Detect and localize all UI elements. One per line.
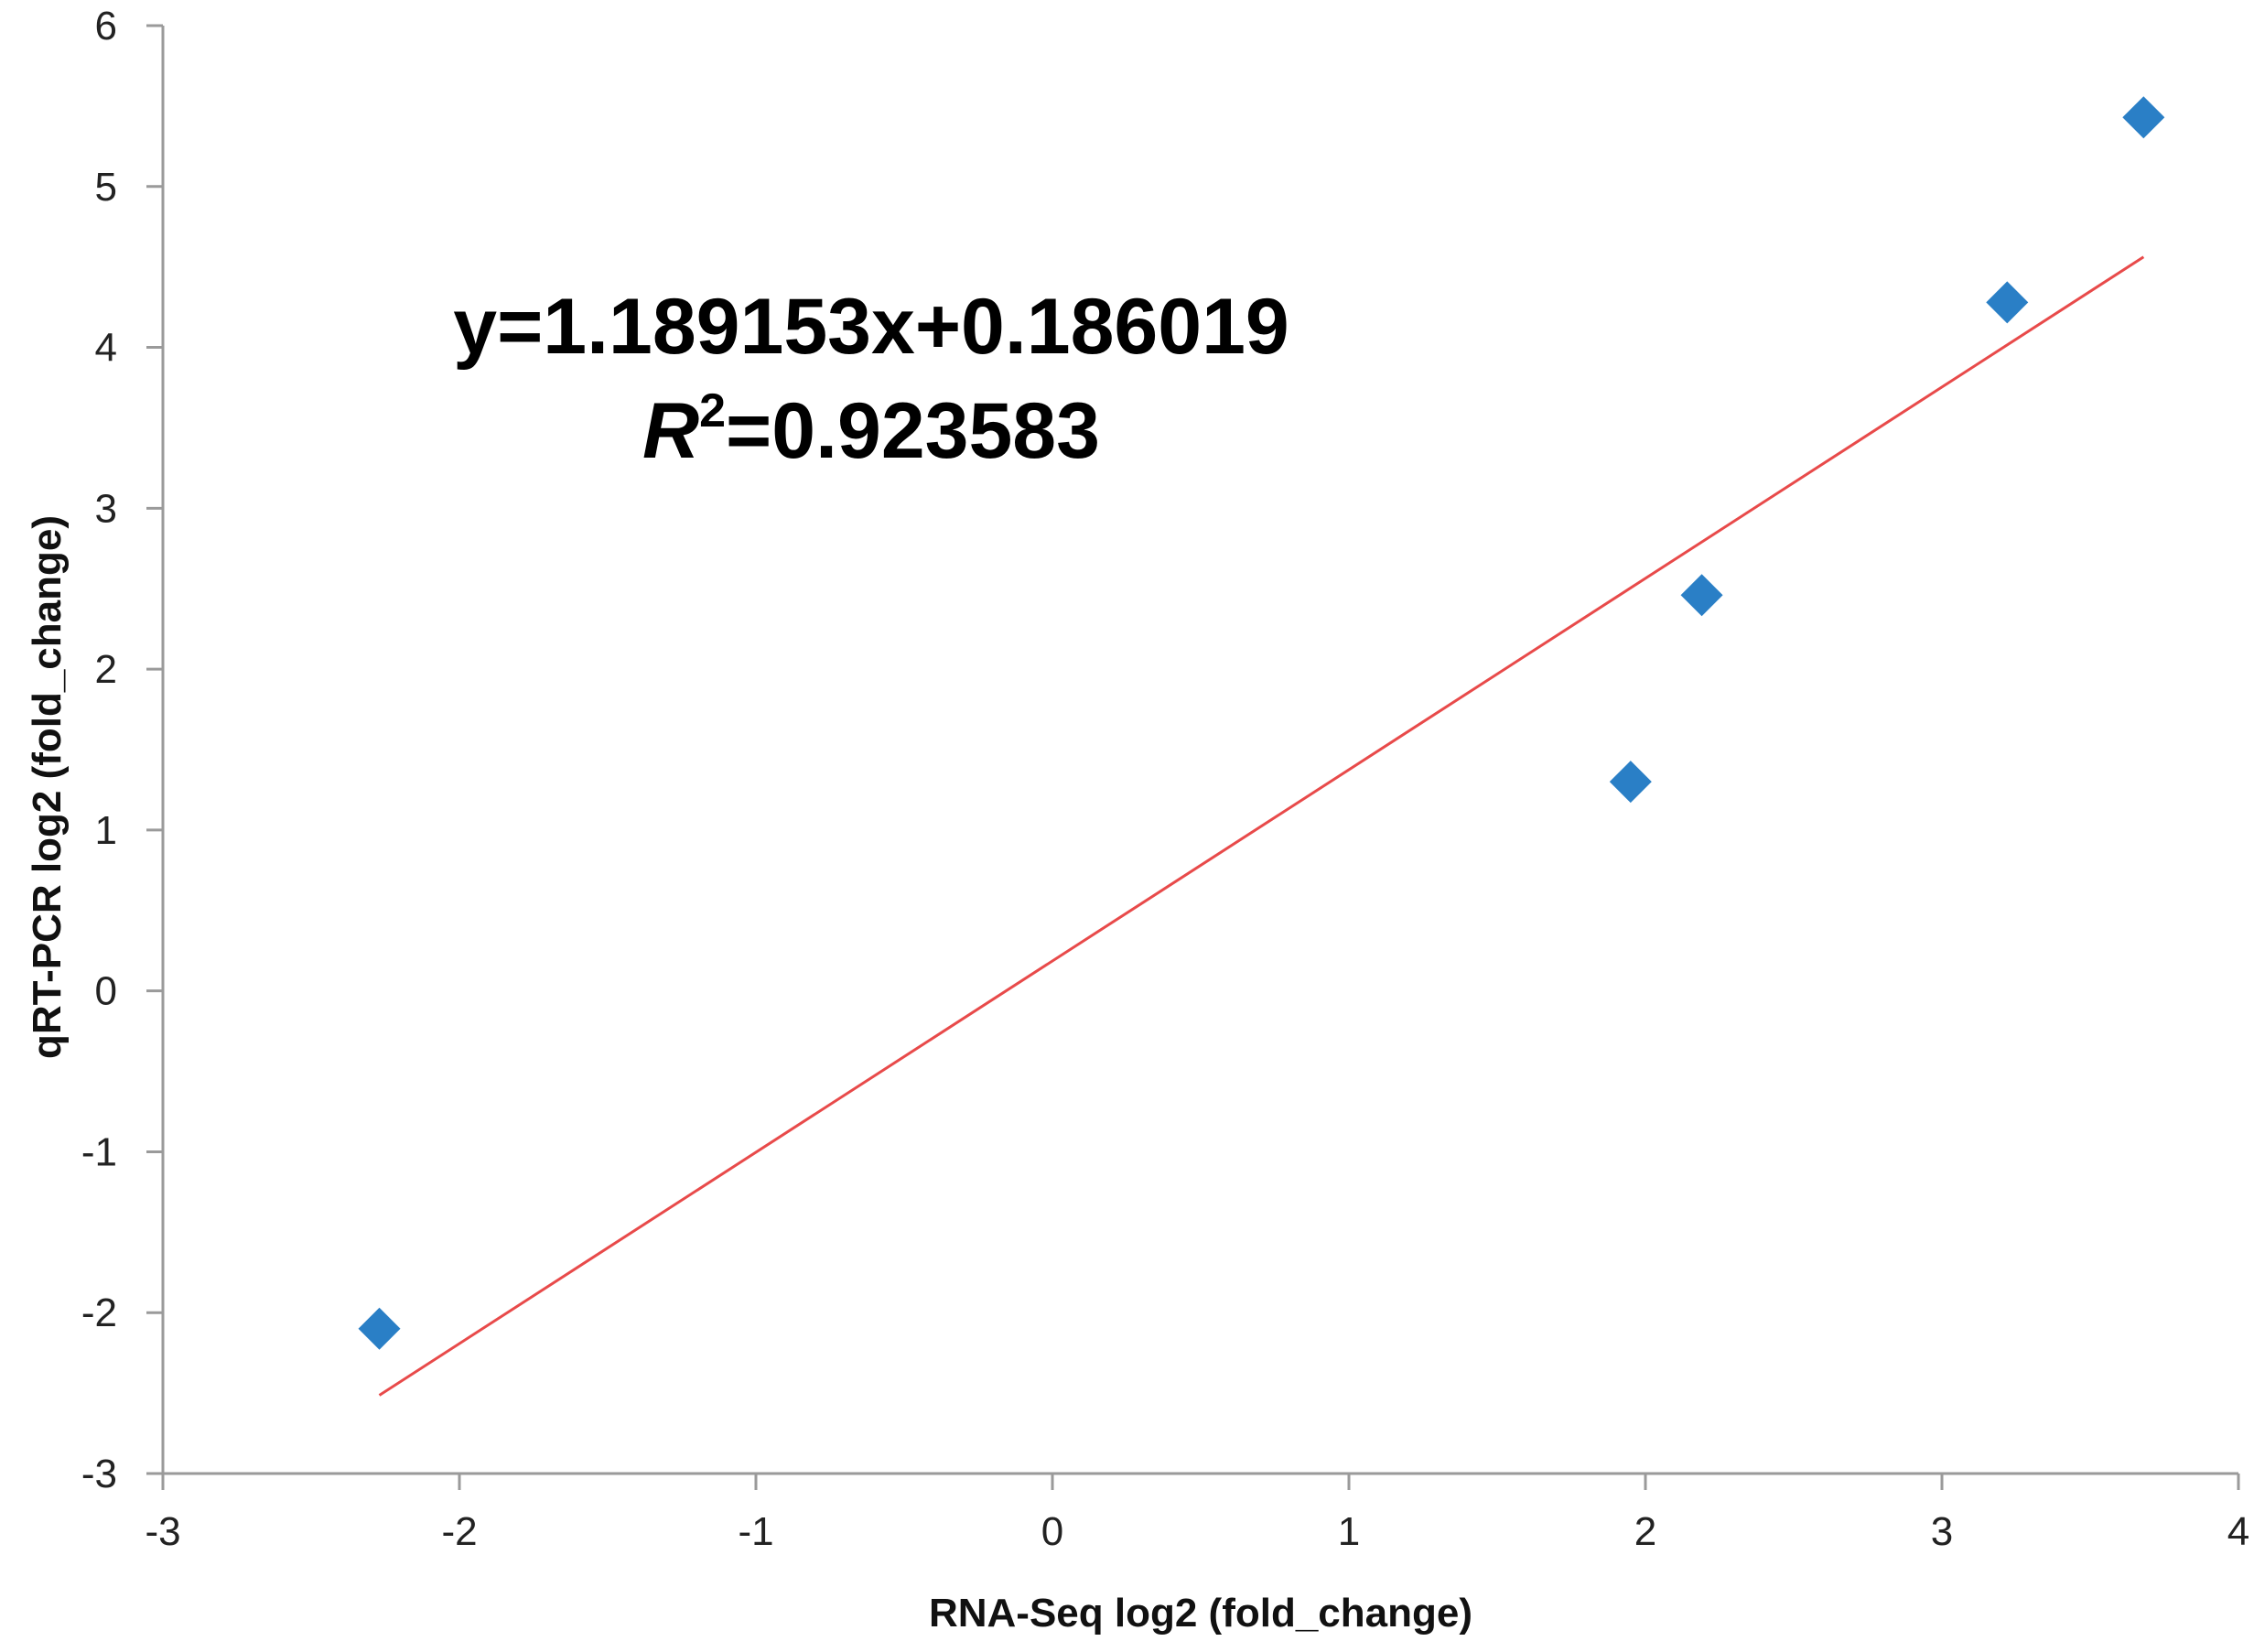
x-tick-label: -3 (145, 1509, 180, 1554)
data-point-diamond (2122, 96, 2165, 139)
data-point-diamond (1680, 574, 1723, 617)
data-point-diamond (1609, 761, 1652, 804)
y-tick-label: -3 (81, 1452, 117, 1496)
y-tick-label: 4 (95, 326, 117, 371)
x-axis-title: RNA-Seq log2 (fold_change) (929, 1591, 1472, 1636)
y-tick-label: 5 (95, 165, 117, 210)
x-tick-label: 0 (1041, 1509, 1063, 1554)
trendline-layer (378, 255, 2145, 1397)
data-points (358, 96, 2165, 1350)
y-tick-label: 1 (95, 808, 117, 853)
y-tick-label: -1 (81, 1129, 117, 1174)
r-squared-annotation: R2=0.923583 (642, 384, 1100, 475)
regression-equation: y=1.189153x+0.186019 (453, 283, 1289, 371)
r-squared-exponent: 2 (699, 384, 726, 437)
trendline (378, 255, 2145, 1397)
x-tick-label: -2 (441, 1509, 477, 1554)
r-squared-symbol: R (642, 387, 699, 475)
y-tick-label: 6 (95, 4, 117, 49)
r-squared-value: =0.923583 (726, 387, 1100, 475)
x-tick-label: 2 (1634, 1509, 1656, 1554)
x-tick-label: 1 (1338, 1509, 1360, 1554)
axis-ticks: -3 -2 -1 0 1 2 3 4 5 6 -3 -2 -1 0 1 2 3 4 (81, 4, 2249, 1554)
data-point-diamond (358, 1307, 401, 1350)
axes (161, 26, 2238, 1475)
y-tick-label: 0 (95, 969, 117, 1014)
y-axis-title: qRT-PCR log2 (fold_change) (25, 515, 70, 1059)
x-tick-label: 3 (1931, 1509, 1953, 1554)
y-tick-label: 2 (95, 647, 117, 692)
y-tick-label: 3 (95, 486, 117, 531)
data-point-diamond (1986, 281, 2029, 324)
x-tick-label: -1 (738, 1509, 773, 1554)
y-tick-label: -2 (81, 1290, 117, 1335)
x-tick-label: 4 (2227, 1509, 2249, 1554)
